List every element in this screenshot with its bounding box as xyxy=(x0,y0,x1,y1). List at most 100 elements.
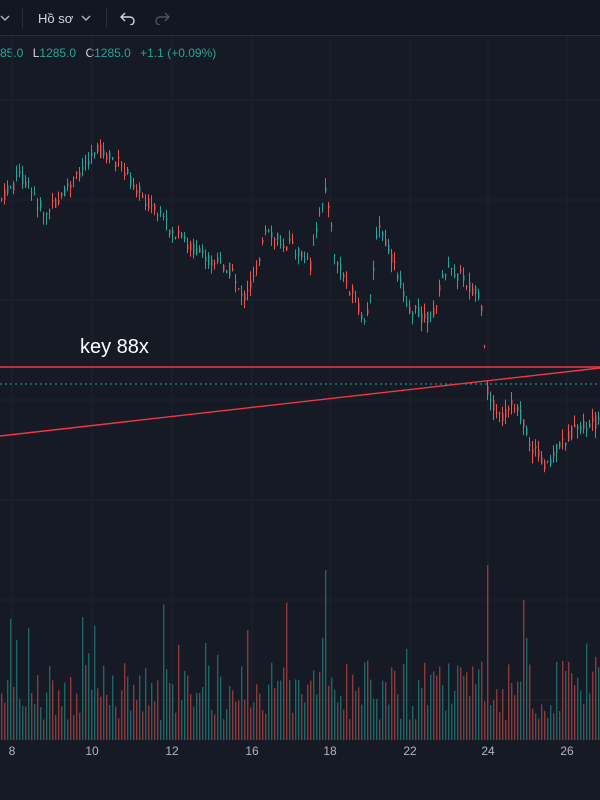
volume-bar xyxy=(295,679,297,740)
volume-bar xyxy=(358,687,360,740)
candle-body xyxy=(136,190,138,194)
candle-body xyxy=(574,424,576,428)
volume-bar xyxy=(190,694,192,740)
candle-body xyxy=(133,184,135,188)
volume-bar xyxy=(574,685,576,740)
volume-bar xyxy=(364,662,366,740)
candle-body xyxy=(265,230,267,232)
candle-body xyxy=(481,306,483,311)
candle-body xyxy=(163,215,165,217)
candle-body xyxy=(382,232,384,237)
candle-body xyxy=(61,192,63,196)
profile-dropdown[interactable]: Hồ sơ xyxy=(38,0,91,36)
candle-body xyxy=(367,309,369,314)
candle-body xyxy=(31,191,33,193)
candle-body xyxy=(124,172,126,177)
volume-bar xyxy=(34,703,36,740)
volume-bar xyxy=(517,681,519,740)
candle-body xyxy=(121,163,123,165)
candle-body xyxy=(7,185,9,194)
volume-bar xyxy=(121,690,123,740)
candle-body xyxy=(166,218,168,221)
candle-body xyxy=(106,154,108,161)
volume-bar xyxy=(427,705,429,740)
volume-bar xyxy=(28,628,30,740)
volume-bars xyxy=(1,565,600,740)
legend-close-value: 1285.0 xyxy=(94,46,131,60)
volume-bar xyxy=(379,719,381,740)
candle-body xyxy=(370,295,372,297)
volume-bar xyxy=(22,705,24,740)
candle-body xyxy=(544,461,546,470)
legend-low-value: 1285.0 xyxy=(39,46,77,60)
legend-close-label: C xyxy=(85,46,95,60)
volume-bar xyxy=(232,690,234,740)
volume-bar xyxy=(487,565,489,740)
volume-bar xyxy=(343,709,345,740)
volume-bar xyxy=(19,698,21,740)
volume-bar xyxy=(166,669,168,740)
volume-bar xyxy=(484,701,486,740)
volume-bar xyxy=(352,674,354,740)
candle-body xyxy=(514,404,516,406)
volume-bar xyxy=(112,675,114,740)
candle-body xyxy=(355,297,357,299)
volume-bar xyxy=(82,617,84,740)
volume-bar xyxy=(262,710,264,740)
volume-bar xyxy=(70,676,72,740)
candle-body xyxy=(394,261,396,263)
volume-bar xyxy=(118,718,120,740)
chevron-down-icon[interactable] xyxy=(0,0,10,36)
candle-body xyxy=(427,311,429,324)
key-annotation-label[interactable]: key 88x xyxy=(80,336,149,358)
volume-bar xyxy=(37,675,39,740)
volume-bar xyxy=(514,695,516,740)
volume-bar xyxy=(187,675,189,740)
candle-body xyxy=(187,244,189,250)
volume-bar xyxy=(340,695,342,740)
candle-body xyxy=(244,293,246,301)
volume-bar xyxy=(265,713,267,740)
candle-body xyxy=(556,444,558,454)
candle-body xyxy=(388,244,390,253)
price-chart[interactable] xyxy=(0,0,600,740)
candle-body xyxy=(349,292,351,295)
volume-bar xyxy=(181,700,183,740)
candle-body xyxy=(34,193,36,195)
x-axis-tick: 8 xyxy=(8,744,16,758)
redo-icon[interactable] xyxy=(154,0,170,36)
candle-body xyxy=(10,187,12,189)
volume-bar xyxy=(256,684,258,740)
volume-bar xyxy=(472,666,474,740)
candle-body xyxy=(160,211,162,213)
candle-body xyxy=(472,288,474,295)
undo-icon[interactable] xyxy=(120,0,136,36)
volume-bar xyxy=(193,706,195,740)
volume-bar xyxy=(220,676,222,740)
candle-body xyxy=(391,254,393,263)
candle-body xyxy=(118,157,120,159)
candle-body xyxy=(229,262,231,277)
candle-body xyxy=(436,305,438,307)
volume-bar xyxy=(130,710,132,740)
candle-body xyxy=(82,167,84,170)
volume-bar xyxy=(550,705,552,740)
candle-body xyxy=(127,169,129,174)
candle-body xyxy=(496,411,498,414)
candle-body xyxy=(151,205,153,207)
ohlc-legend: 85.0 L1285.0 C1285.0 +1.1 (+0.09%) xyxy=(0,46,216,60)
volume-bar xyxy=(205,643,207,740)
volume-bar xyxy=(58,690,60,740)
volume-bar xyxy=(478,669,480,740)
candle-body xyxy=(403,291,405,297)
candle-body xyxy=(337,262,339,265)
candle-body xyxy=(76,171,78,174)
candle-body xyxy=(64,187,66,197)
volume-bar xyxy=(223,719,225,740)
x-axis-tick: 12 xyxy=(165,744,179,758)
x-axis-tick: 26 xyxy=(560,744,574,758)
candle-body xyxy=(505,408,507,418)
candle-body xyxy=(586,428,588,431)
candle-body xyxy=(379,225,381,228)
volume-bar xyxy=(508,664,510,740)
